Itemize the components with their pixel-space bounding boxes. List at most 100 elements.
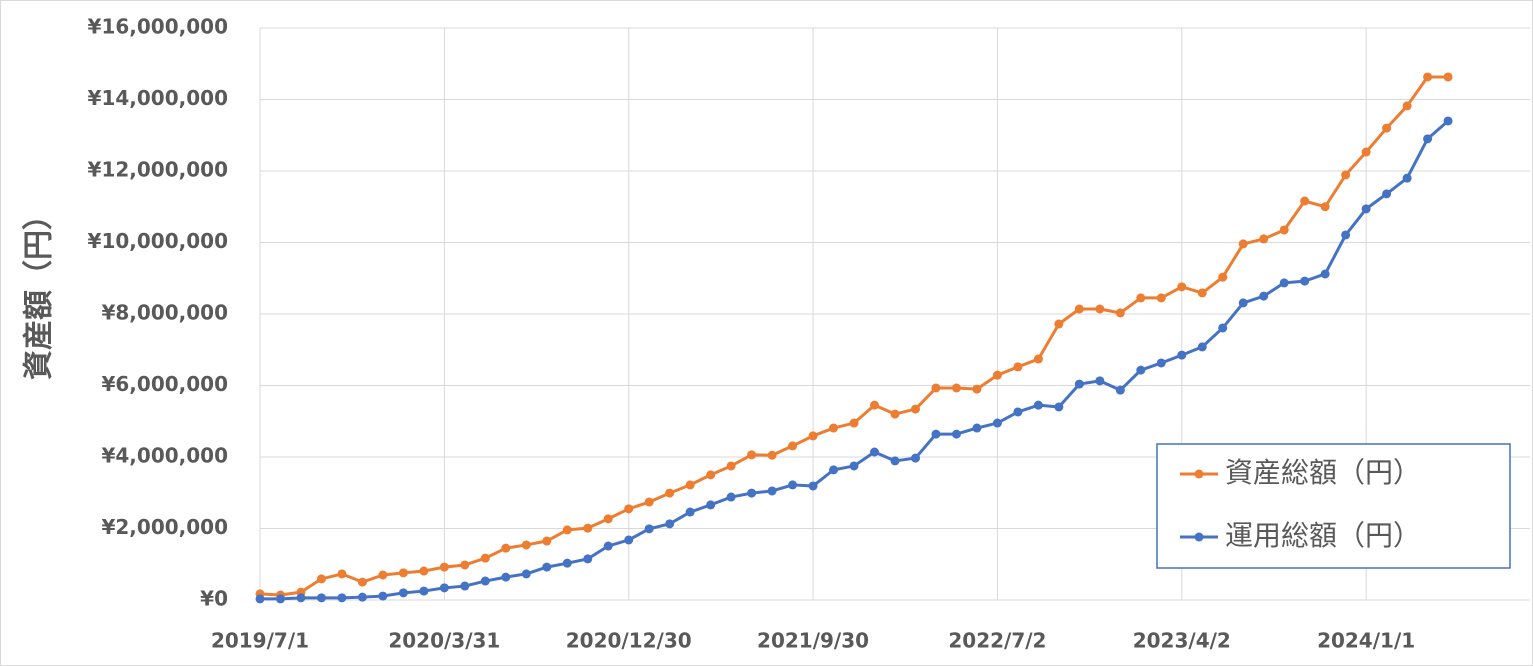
point <box>501 543 511 553</box>
point <box>1382 123 1392 133</box>
point <box>788 480 798 490</box>
point <box>398 568 408 578</box>
x-tick-label: 2020/12/30 <box>566 629 692 653</box>
point <box>665 488 675 498</box>
point <box>316 574 326 584</box>
point <box>972 384 982 394</box>
point <box>1423 72 1433 82</box>
y-tick-label: ¥6,000,000 <box>101 372 228 396</box>
x-tick-label: 2019/7/1 <box>211 629 309 653</box>
point <box>1177 282 1187 292</box>
point <box>1259 234 1269 244</box>
point <box>480 553 490 563</box>
point <box>378 570 388 580</box>
point <box>316 593 326 603</box>
legend-marker <box>1194 469 1204 479</box>
point <box>829 465 839 475</box>
point <box>726 461 736 471</box>
point <box>665 519 675 529</box>
point <box>890 456 900 466</box>
point <box>624 535 634 545</box>
point <box>1238 239 1248 249</box>
point <box>1013 362 1023 372</box>
point <box>931 429 941 439</box>
point <box>1341 170 1351 180</box>
point <box>992 418 1002 428</box>
point <box>1443 72 1453 82</box>
point <box>1361 204 1371 214</box>
point <box>1259 291 1269 301</box>
point <box>1279 278 1289 288</box>
point <box>1443 116 1453 126</box>
y-tick-label: ¥10,000,000 <box>88 229 228 253</box>
y-tick-label: ¥14,000,000 <box>88 86 228 110</box>
point <box>685 507 695 517</box>
point <box>931 383 941 393</box>
legend-label: 資産総額（円） <box>1225 456 1421 489</box>
y-tick-label: ¥2,000,000 <box>101 515 228 539</box>
point <box>644 497 654 507</box>
y-tick-label: ¥0 <box>200 587 228 611</box>
point <box>1095 304 1105 314</box>
point <box>644 524 654 534</box>
point <box>767 450 777 460</box>
point <box>1074 379 1084 389</box>
point <box>357 592 367 602</box>
point <box>1320 202 1330 212</box>
point <box>706 470 716 480</box>
point <box>1300 276 1310 286</box>
y-tick-label: ¥12,000,000 <box>88 158 228 182</box>
point <box>1013 407 1023 417</box>
point <box>1218 272 1228 282</box>
y-tick-label: ¥8,000,000 <box>101 301 228 325</box>
point <box>870 400 880 410</box>
y-axis-title: 資産額（円） <box>22 200 57 380</box>
point <box>562 558 572 568</box>
point <box>808 481 818 491</box>
point <box>1136 293 1146 303</box>
point <box>706 500 716 510</box>
point <box>1238 298 1248 308</box>
point <box>1033 400 1043 410</box>
point <box>255 594 265 604</box>
point <box>747 450 757 460</box>
point <box>1177 350 1187 360</box>
point <box>1361 147 1371 157</box>
point <box>296 593 306 603</box>
point <box>603 541 613 551</box>
x-tick-label: 2024/1/1 <box>1317 629 1415 653</box>
point <box>1136 365 1146 375</box>
point <box>870 447 880 457</box>
x-tick-label: 2020/3/31 <box>388 629 500 653</box>
point <box>419 566 429 576</box>
point <box>521 540 531 550</box>
point <box>1382 189 1392 199</box>
point <box>1279 225 1289 235</box>
point <box>460 581 470 591</box>
point <box>398 588 408 598</box>
point <box>1054 402 1064 412</box>
point <box>521 569 531 579</box>
point <box>829 423 839 433</box>
point <box>480 576 490 586</box>
point <box>1054 319 1064 329</box>
point <box>337 593 347 603</box>
point <box>1197 288 1207 298</box>
point <box>992 370 1002 380</box>
point <box>1402 173 1412 183</box>
legend-label: 運用総額（円） <box>1225 519 1421 552</box>
point <box>542 562 552 572</box>
point <box>951 429 961 439</box>
point <box>1115 385 1125 395</box>
point <box>910 453 920 463</box>
point <box>951 383 961 393</box>
point <box>890 409 900 419</box>
x-tick-label: 2023/4/2 <box>1133 629 1231 653</box>
point <box>1402 101 1412 111</box>
y-tick-label: ¥16,000,000 <box>88 15 228 39</box>
x-tick-label: 2022/7/2 <box>948 629 1046 653</box>
point <box>1156 358 1166 368</box>
point <box>849 418 859 428</box>
point <box>439 562 449 572</box>
